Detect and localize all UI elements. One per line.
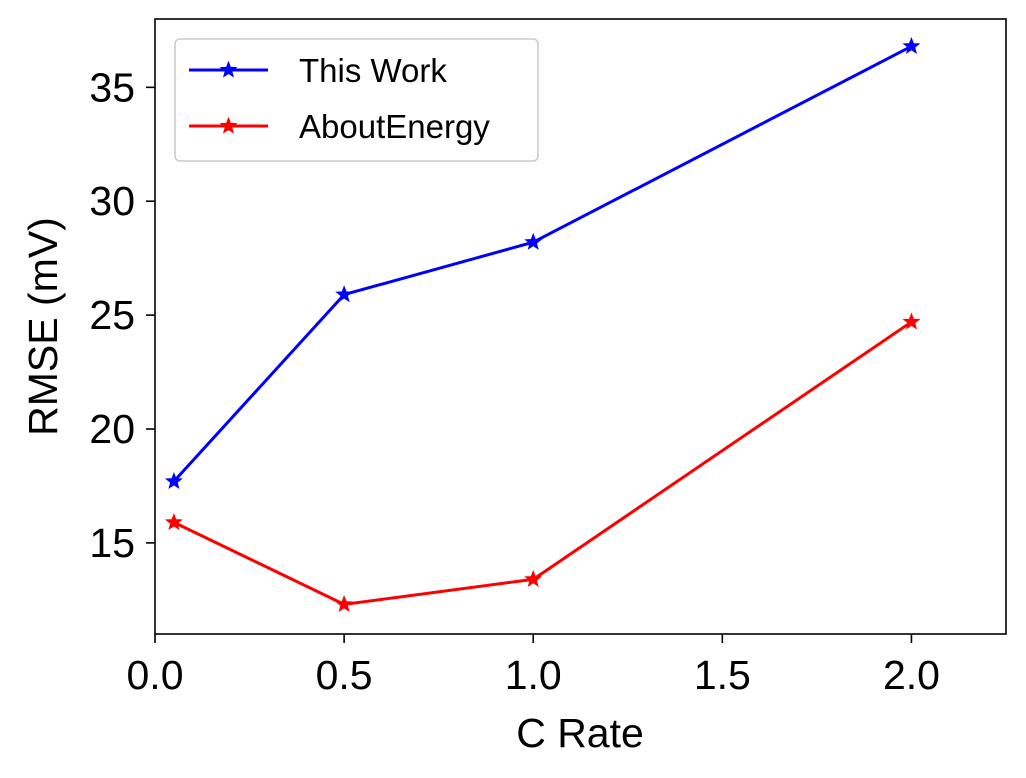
legend-marker-this-work: [219, 60, 238, 78]
x-axis-label: C Rate: [516, 710, 644, 756]
x-axis: 0.0 0.5 1.0 1.5 2.0: [127, 634, 940, 698]
data-point-aboutenergy: [902, 312, 921, 330]
series-line-aboutenergy: [173, 320, 913, 606]
y-axis: 15 20 25 30 35: [89, 64, 155, 566]
legend: This Work AboutEnergy: [174, 38, 539, 162]
y-tick-label: 15: [89, 520, 135, 566]
data-point-this-work: [902, 36, 921, 54]
data-point-aboutenergy: [164, 512, 183, 530]
y-tick-label: 35: [89, 64, 135, 110]
data-point-this-work: [335, 285, 354, 303]
x-tick-label: 0.5: [316, 652, 373, 698]
legend-marker-aboutenergy: [219, 116, 238, 134]
series-line-this-work: [172, 44, 913, 483]
x-tick-label: 1.5: [694, 652, 751, 698]
data-point-this-work: [164, 471, 183, 489]
x-tick-label: 0.0: [127, 652, 184, 698]
plot-frame: [154, 18, 1007, 635]
legend-label-this-work: This Work: [299, 52, 447, 89]
data-point-aboutenergy: [524, 569, 543, 587]
x-tick-label: 2.0: [883, 652, 940, 698]
y-tick-label: 30: [89, 178, 135, 224]
y-tick-label: 20: [89, 406, 135, 452]
series-layer: [164, 36, 921, 612]
y-axis-label: RMSE (mV): [20, 217, 66, 436]
legend-label-aboutenergy: AboutEnergy: [299, 108, 490, 145]
data-point-aboutenergy: [335, 594, 354, 612]
data-point-this-work: [524, 232, 543, 250]
y-tick-label: 25: [89, 292, 135, 338]
x-tick-label: 1.0: [505, 652, 562, 698]
